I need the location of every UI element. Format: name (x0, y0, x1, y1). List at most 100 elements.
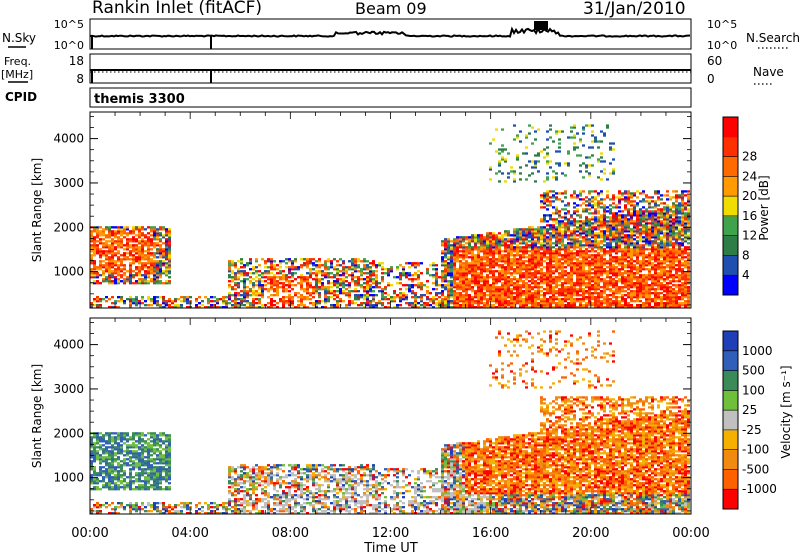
heatmap-cell (516, 296, 519, 299)
heatmap-cell (546, 240, 549, 243)
heatmap-cell (546, 194, 549, 197)
heatmap-cell (366, 278, 369, 281)
heatmap-cell (99, 250, 102, 253)
heatmap-cell (444, 242, 447, 245)
heatmap-cell (489, 296, 492, 299)
heatmap-cell (477, 286, 480, 289)
heatmap-cell (510, 290, 513, 293)
heatmap-cell (225, 300, 228, 303)
heatmap-cell (648, 262, 651, 265)
heatmap-cell (534, 234, 537, 237)
heatmap-cell (507, 254, 510, 257)
heatmap-cell (666, 204, 669, 207)
heatmap-cell (624, 256, 627, 259)
heatmap-cell (522, 292, 525, 295)
heatmap-cell (510, 262, 513, 265)
heatmap-cell (660, 230, 663, 233)
heatmap-cell (636, 250, 639, 253)
heatmap-cell (366, 288, 369, 291)
heatmap-cell (645, 306, 648, 309)
heatmap-cell (582, 268, 585, 271)
heatmap-cell (591, 224, 594, 227)
heatmap-cell (552, 294, 555, 297)
heatmap-cell (495, 234, 498, 237)
heatmap-cell (564, 214, 567, 217)
heatmap-cell (654, 190, 657, 193)
heatmap-cell (282, 302, 285, 305)
heatmap-cell (462, 294, 465, 297)
heatmap-cell (663, 270, 666, 273)
heatmap-cell (585, 200, 588, 203)
heatmap-cell (141, 298, 144, 301)
heatmap-cell (525, 266, 528, 269)
heatmap-cell (318, 272, 321, 275)
heatmap-cell (159, 276, 162, 279)
heatmap-cell (450, 302, 453, 305)
heatmap-cell (126, 252, 129, 255)
heatmap-cell (615, 284, 618, 287)
heatmap-cell (516, 302, 519, 305)
heatmap-cell (552, 228, 555, 231)
heatmap-cell (621, 214, 624, 217)
heatmap-cell (471, 286, 474, 289)
heatmap-cell (531, 272, 534, 275)
heatmap-cell (264, 272, 267, 275)
heatmap-cell (621, 252, 624, 255)
heatmap-cell (594, 262, 597, 265)
heatmap-cell (147, 304, 150, 307)
heatmap-cell (252, 266, 255, 269)
heatmap-cell (306, 306, 309, 309)
heatmap-cell (627, 304, 630, 307)
heatmap-cell (567, 272, 570, 275)
heatmap-cell (315, 302, 318, 305)
heatmap-cell (657, 232, 660, 235)
heatmap-cell (348, 266, 351, 269)
heatmap-cell (603, 220, 606, 223)
heatmap-cell (291, 274, 294, 277)
heatmap-cell (588, 284, 591, 287)
heatmap-cell (642, 240, 645, 243)
heatmap-cell (498, 160, 501, 163)
heatmap-cell (600, 152, 603, 155)
heatmap-cell (102, 244, 105, 247)
heatmap-cell (534, 280, 537, 283)
heatmap-cell (627, 266, 630, 269)
heatmap-cell (591, 134, 594, 137)
heatmap-cell (579, 240, 582, 243)
heatmap-cell (519, 288, 522, 291)
heatmap-cell (459, 240, 462, 243)
heatmap-cell (441, 298, 444, 301)
heatmap-cell (420, 296, 423, 299)
heatmap-cell (282, 290, 285, 293)
heatmap-cell (612, 292, 615, 295)
heatmap-cell (141, 268, 144, 271)
heatmap-cell (657, 196, 660, 199)
heatmap-cell (399, 282, 402, 285)
heatmap-cell (627, 254, 630, 257)
heatmap-cell (441, 300, 444, 303)
heatmap-cell (504, 288, 507, 291)
heatmap-cell (534, 284, 537, 287)
heatmap-cell (477, 298, 480, 301)
heatmap-cell (330, 266, 333, 269)
heatmap-cell (345, 276, 348, 279)
heatmap-cell (585, 298, 588, 301)
heatmap-cell (585, 216, 588, 219)
heatmap-cell (615, 236, 618, 239)
heatmap-cell (660, 270, 663, 273)
heatmap-cell (465, 292, 468, 295)
heatmap-cell (600, 178, 603, 181)
heatmap-cell (636, 236, 639, 239)
heatmap-cell (315, 270, 318, 273)
heatmap-cell (372, 298, 375, 301)
heatmap-cell (525, 256, 528, 259)
heatmap-cell (117, 256, 120, 259)
heatmap-cell (456, 260, 459, 263)
heatmap-cell (549, 128, 552, 131)
heatmap-cell (573, 262, 576, 265)
heatmap-cell (561, 278, 564, 281)
heatmap-cell (162, 300, 165, 303)
heatmap-cell (450, 286, 453, 289)
heatmap-cell (537, 258, 540, 261)
heatmap-cell (597, 268, 600, 271)
